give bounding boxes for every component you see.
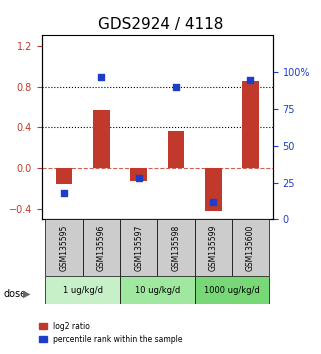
Text: GSM135600: GSM135600 bbox=[246, 224, 255, 271]
Point bbox=[62, 190, 67, 196]
Text: GSM135595: GSM135595 bbox=[60, 224, 69, 271]
Bar bbox=[168, 131, 184, 169]
FancyBboxPatch shape bbox=[232, 219, 269, 276]
FancyBboxPatch shape bbox=[195, 219, 232, 276]
Legend: log2 ratio, percentile rank within the sample: log2 ratio, percentile rank within the s… bbox=[36, 319, 185, 347]
Text: 10 ug/kg/d: 10 ug/kg/d bbox=[135, 286, 180, 295]
FancyBboxPatch shape bbox=[46, 276, 120, 304]
Text: 1 ug/kg/d: 1 ug/kg/d bbox=[63, 286, 103, 295]
Point bbox=[248, 77, 253, 82]
FancyBboxPatch shape bbox=[46, 219, 83, 276]
Text: GSM135596: GSM135596 bbox=[97, 224, 106, 271]
Bar bbox=[205, 169, 221, 211]
Point bbox=[173, 84, 178, 90]
FancyBboxPatch shape bbox=[195, 276, 269, 304]
Text: 1000 ug/kg/d: 1000 ug/kg/d bbox=[204, 286, 260, 295]
Bar bbox=[93, 110, 110, 169]
Point bbox=[136, 176, 141, 181]
FancyBboxPatch shape bbox=[157, 219, 195, 276]
Text: dose: dose bbox=[3, 289, 26, 299]
Text: GSM135599: GSM135599 bbox=[209, 224, 218, 271]
Point bbox=[99, 74, 104, 79]
FancyBboxPatch shape bbox=[83, 219, 120, 276]
Text: ▶: ▶ bbox=[22, 289, 30, 299]
Bar bbox=[56, 169, 73, 184]
Bar bbox=[242, 81, 259, 169]
Text: GSM135598: GSM135598 bbox=[171, 225, 180, 271]
Point bbox=[211, 199, 216, 205]
Bar bbox=[130, 169, 147, 181]
FancyBboxPatch shape bbox=[120, 219, 157, 276]
FancyBboxPatch shape bbox=[120, 276, 195, 304]
Text: GSM135597: GSM135597 bbox=[134, 224, 143, 271]
Text: GDS2924 / 4118: GDS2924 / 4118 bbox=[98, 17, 223, 32]
